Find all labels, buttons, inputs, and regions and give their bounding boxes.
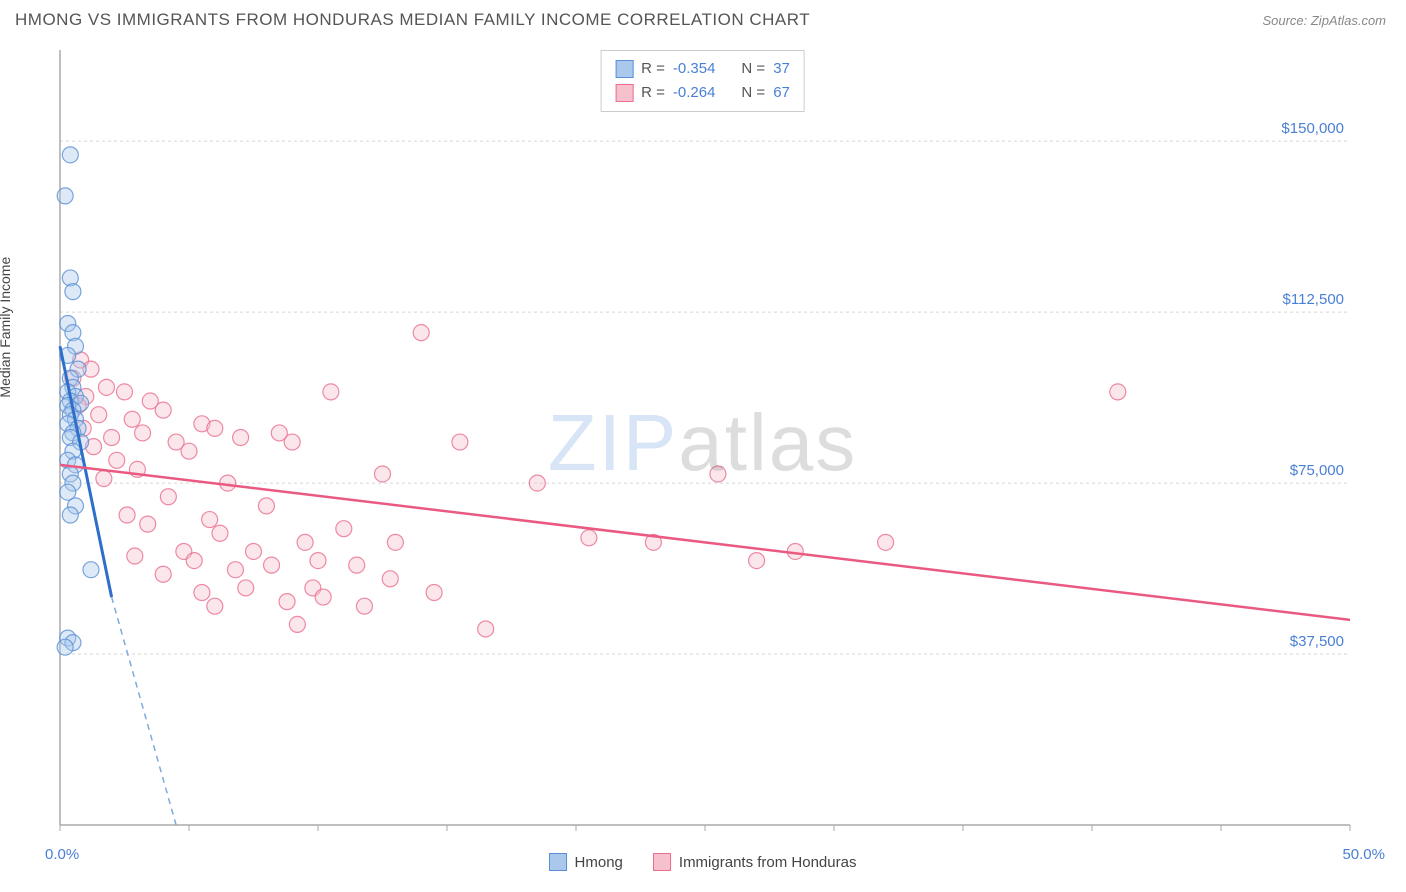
svg-text:$112,500: $112,500	[1283, 291, 1344, 308]
legend-row-1: R = -0.354 N = 37	[615, 57, 790, 81]
legend-item-hmong: Hmong	[549, 853, 623, 871]
chart-container: Median Family Income $37,500$75,000$112,…	[15, 45, 1390, 875]
svg-text:$150,000: $150,000	[1281, 120, 1344, 137]
x-axis-min-label: 0.0%	[45, 846, 79, 863]
chart-title: HMONG VS IMMIGRANTS FROM HONDURAS MEDIAN…	[15, 10, 810, 30]
legend-row-2: R = -0.264 N = 67	[615, 81, 790, 105]
swatch-honduras	[653, 853, 671, 871]
r-value: -0.354	[673, 57, 716, 81]
correlation-legend: R = -0.354 N = 37 R = -0.264 N = 67	[600, 50, 805, 112]
r-label: R =	[641, 81, 665, 105]
svg-text:$75,000: $75,000	[1290, 462, 1344, 479]
legend-label: Immigrants from Honduras	[679, 854, 857, 871]
scatter-plot-svg: $37,500 $75,000 $112,500 $150,000	[15, 45, 1390, 875]
x-axis-max-label: 50.0%	[1342, 846, 1385, 863]
svg-text:$37,500: $37,500	[1290, 633, 1344, 650]
series-legend: Hmong Immigrants from Honduras	[549, 853, 857, 871]
source-attribution: Source: ZipAtlas.com	[1262, 13, 1386, 28]
r-value: -0.264	[673, 81, 716, 105]
y-axis-label: Median Family Income	[0, 257, 13, 398]
n-value: 37	[773, 57, 790, 81]
legend-item-honduras: Immigrants from Honduras	[653, 853, 857, 871]
legend-label: Hmong	[575, 854, 623, 871]
n-label: N =	[741, 81, 765, 105]
swatch-hmong	[549, 853, 567, 871]
swatch-series2	[615, 84, 633, 102]
n-label: N =	[741, 57, 765, 81]
r-label: R =	[641, 57, 665, 81]
swatch-series1	[615, 60, 633, 78]
n-value: 67	[773, 81, 790, 105]
